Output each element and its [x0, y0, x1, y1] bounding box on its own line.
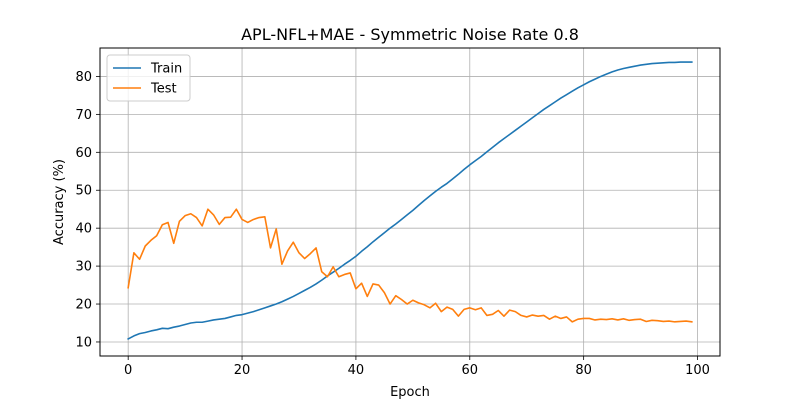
legend-box: [106, 54, 191, 102]
x-tick-label: 20: [234, 363, 251, 378]
y-tick-label: 60: [75, 146, 92, 161]
x-tick-label: 40: [348, 363, 365, 378]
series-line-test: [127, 208, 693, 323]
legend-label-test: Test: [150, 82, 177, 97]
y-tick-label: 30: [75, 260, 92, 275]
x-axis: 0 20 40 60 80 100: [124, 356, 710, 378]
y-tick-label: 50: [75, 184, 92, 199]
plot-frame: [99, 47, 721, 357]
x-tick-label: 100: [685, 363, 710, 378]
legend-label-train: Train: [150, 62, 182, 77]
x-axis-label: Epoch: [390, 385, 430, 400]
plot-area: [127, 61, 693, 341]
y-axis-label: Accuracy (%): [52, 159, 67, 245]
y-axis: 10 20 30 40 50 60 70 80: [75, 70, 100, 350]
x-tick-label: 0: [124, 363, 132, 378]
series-line-train: [127, 61, 693, 341]
x-tick-label: 80: [575, 363, 592, 378]
grid: [100, 48, 720, 356]
y-tick-label: 70: [75, 108, 92, 123]
chart-title: APL-NFL+MAE - Symmetric Noise Rate 0.8: [241, 25, 579, 44]
x-tick-label: 60: [462, 363, 479, 378]
y-tick-label: 10: [75, 335, 92, 350]
y-tick-label: 40: [75, 222, 92, 237]
y-tick-label: 20: [75, 298, 92, 313]
legend: Train Test: [106, 54, 191, 102]
y-tick-label: 80: [75, 70, 92, 85]
series-layer: [127, 61, 693, 341]
